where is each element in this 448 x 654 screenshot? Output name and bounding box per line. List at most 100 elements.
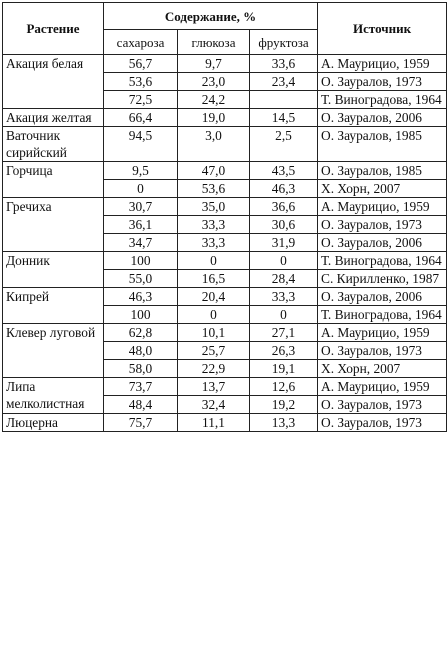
source-cell: О. Зауралов, 1973 xyxy=(317,215,448,234)
sucrose-cell: 100 xyxy=(103,251,178,270)
glucose-cell: 13,7 xyxy=(177,377,250,396)
source-cell: Т. Виноградова, 1964 xyxy=(317,305,448,324)
source-cell: О. Зауралов, 2006 xyxy=(317,233,448,252)
glucose-cell: 25,7 xyxy=(177,341,250,360)
glucose-cell: 0 xyxy=(177,305,250,324)
sucrose-cell: 66,4 xyxy=(103,108,178,127)
source-cell: Т. Виноградова, 1964 xyxy=(317,90,448,109)
glucose-cell: 23,0 xyxy=(177,72,250,91)
sucrose-cell: 75,7 xyxy=(103,413,178,432)
plant-name-cell: Люцерна xyxy=(2,413,104,432)
glucose-cell: 11,1 xyxy=(177,413,250,432)
glucose-cell: 32,4 xyxy=(177,395,250,414)
source-cell: Х. Хорн, 2007 xyxy=(317,359,448,378)
fructose-cell xyxy=(248,90,319,109)
sucrose-cell: 9,5 xyxy=(103,161,178,180)
fructose-cell: 28,4 xyxy=(248,269,319,288)
sucrose-cell: 55,0 xyxy=(103,269,178,288)
sucrose-cell: 48,0 xyxy=(103,341,178,360)
table-row: Кипрей 46,3 20,4 33,3 О. Зауралов, 2006 xyxy=(2,287,448,324)
sucrose-cell: 72,5 xyxy=(103,90,178,109)
glucose-cell: 53,6 xyxy=(177,179,250,198)
plant-name-cell: Акация желтая xyxy=(2,108,104,127)
fructose-cell: 46,3 xyxy=(248,179,319,198)
source-cell: О. Зауралов, 1973 xyxy=(317,395,448,414)
plant-name-cell: Гречиха xyxy=(2,197,104,252)
fructose-cell: 33,6 xyxy=(248,54,319,73)
fructose-cell: 27,1 xyxy=(248,323,319,342)
plant-name-cell: Кипрей xyxy=(2,287,104,324)
table-row: Гречиха 30,7 35,0 36,6 А. Маурицио, 1959 xyxy=(2,197,448,252)
fructose-cell: 19,2 xyxy=(248,395,319,414)
sucrose-cell: 100 xyxy=(103,305,178,324)
fructose-cell: 19,1 xyxy=(248,359,319,378)
glucose-cell: 22,9 xyxy=(177,359,250,378)
glucose-cell: 24,2 xyxy=(177,90,250,109)
sucrose-cell: 56,7 xyxy=(103,54,178,73)
sucrose-header: сахароза xyxy=(103,29,178,55)
plant-name-cell: Горчица xyxy=(2,161,104,198)
table-row: 58,0 22,9 19,1 Х. Хорн, 2007 xyxy=(3,359,448,378)
source-cell: А. Маурицио, 1959 xyxy=(317,54,448,73)
sucrose-cell: 94,5 xyxy=(103,126,178,162)
fructose-cell: 26,3 xyxy=(248,341,319,360)
glucose-cell: 35,0 xyxy=(177,197,250,216)
table-body: Акация белая 56,7 9,7 33,6 А. Маурицио, 1959… xyxy=(2,54,448,432)
fructose-cell: 2,5 xyxy=(248,126,319,162)
fructose-cell: 14,5 xyxy=(248,108,319,127)
plant-name-cell: Акация белая xyxy=(2,54,104,109)
table-row: 48,4 32,4 19,2 О. Зауралов, 1973 xyxy=(3,395,448,414)
sucrose-cell: 30,7 xyxy=(103,197,178,216)
subheader-row: сахароза глюкоза фруктоза xyxy=(3,29,447,55)
plant-name-cell: Донник xyxy=(2,251,104,288)
table-row: Люцерна 75,7 11,1 13,3 О. Зауралов, 1973 xyxy=(2,413,448,432)
source-cell: С. Кирилленко, 1987 xyxy=(317,269,448,288)
fructose-cell: 43,5 xyxy=(248,161,319,180)
source-cell: А. Маурицио, 1959 xyxy=(317,323,448,342)
plant-name-cell: Ваточник сирийский xyxy=(2,126,104,162)
glucose-cell: 33,3 xyxy=(177,233,250,252)
glucose-cell: 47,0 xyxy=(177,161,250,180)
table-row: 0 53,6 46,3 Х. Хорн, 2007 xyxy=(3,179,448,198)
sucrose-cell: 34,7 xyxy=(103,233,178,252)
sucrose-cell: 36,1 xyxy=(103,215,178,234)
table-row: Донник 100 0 0 Т. Виноградова, 1964 xyxy=(2,251,448,288)
source-cell: О. Зауралов, 1973 xyxy=(317,72,448,91)
table-row: 53,6 23,0 23,4 О. Зауралов, 1973 xyxy=(3,72,448,91)
table-row: Акация белая 56,7 9,7 33,6 А. Маурицио, 1959 xyxy=(2,54,448,109)
fructose-cell: 13,3 xyxy=(248,413,319,432)
glucose-cell: 3,0 xyxy=(177,126,250,162)
sucrose-cell: 0 xyxy=(103,179,178,198)
fructose-cell: 12,6 xyxy=(248,377,319,396)
source-cell: О. Зауралов, 2006 xyxy=(317,287,448,306)
fructose-cell: 0 xyxy=(248,305,319,324)
plant-header: Растение xyxy=(2,2,104,55)
fructose-cell: 33,3 xyxy=(248,287,319,306)
sucrose-cell: 48,4 xyxy=(103,395,178,414)
table-row: Ваточник сирийский 94,5 3,0 2,5 О. Зауралов,… xyxy=(2,126,448,162)
glucose-cell: 0 xyxy=(177,251,250,270)
header-row: Растение Содержание, % Источник xyxy=(2,2,448,55)
fructose-cell: 23,4 xyxy=(248,72,319,91)
sucrose-cell: 58,0 xyxy=(103,359,178,378)
glucose-header: глюкоза xyxy=(177,29,250,55)
glucose-cell: 20,4 xyxy=(177,287,250,306)
source-cell: О. Зауралов, 2006 xyxy=(317,108,448,127)
content-header: Содержание, % xyxy=(102,2,319,30)
source-cell: О. Зауралов, 1973 xyxy=(317,413,448,432)
source-cell: А. Маурицио, 1959 xyxy=(317,197,448,216)
plant-name-cell: Клевер луговой xyxy=(2,323,104,378)
fructose-header: фруктоза xyxy=(248,29,319,55)
glucose-cell: 9,7 xyxy=(177,54,250,73)
glucose-cell: 33,3 xyxy=(177,215,250,234)
sucrose-cell: 73,7 xyxy=(103,377,178,396)
source-cell: Х. Хорн, 2007 xyxy=(317,179,448,198)
source-cell: О. Зауралов, 1985 xyxy=(317,161,448,180)
table-row: Клевер луговой 62,8 10,1 27,1 А. Маурицио, 1… xyxy=(2,323,448,378)
table-row: Липа мелколистная 73,7 13,7 12,6 А. Маурицио… xyxy=(2,377,448,414)
glucose-cell: 19,0 xyxy=(177,108,250,127)
table-row: 36,1 33,3 30,6 О. Зауралов, 1973 xyxy=(3,215,448,234)
fructose-cell: 31,9 xyxy=(248,233,319,252)
source-cell: О. Зауралов, 1985 xyxy=(317,126,448,162)
plant-name-cell: Липа мелколистная xyxy=(2,377,104,414)
